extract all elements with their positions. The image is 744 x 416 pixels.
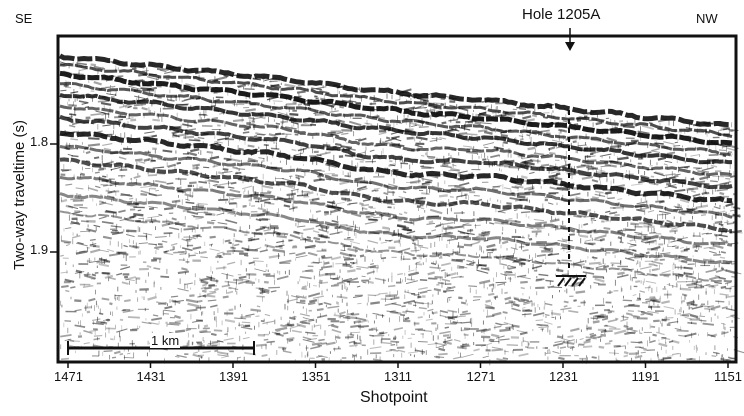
x-tick-label: 1431	[136, 369, 166, 384]
scale-bar-label: 1 km	[150, 333, 181, 348]
hole-label: Hole 1205A	[522, 6, 601, 23]
hole-arrow-icon	[565, 28, 575, 51]
x-tick-label: 1351	[301, 369, 331, 384]
x-tick-label: 1391	[219, 369, 248, 384]
x-axis-label: Shotpoint	[360, 389, 428, 406]
seismic-reflection-data	[58, 53, 744, 366]
x-tick-label: 1471	[54, 369, 83, 384]
y-axis-label: Two-way traveltime (s)	[11, 120, 28, 270]
x-tick-label: 1231	[549, 369, 578, 384]
x-tick-label: 1191	[631, 369, 660, 384]
y-axis-ticks	[50, 143, 58, 253]
x-tick-label: 1271	[466, 369, 496, 384]
y-tick-label-1-8: 1.8	[30, 134, 49, 149]
scale-bar	[67, 341, 255, 355]
x-tick-label: 1311	[384, 369, 412, 384]
x-axis-ticks	[67, 362, 729, 368]
y-tick-label-1-9: 1.9	[30, 242, 49, 257]
direction-label-nw: NW	[696, 11, 718, 26]
x-tick-label: 1151	[714, 369, 742, 384]
direction-label-se: SE	[15, 11, 33, 26]
borehole-base-symbol	[556, 275, 586, 287]
plot-frame	[56, 34, 738, 364]
